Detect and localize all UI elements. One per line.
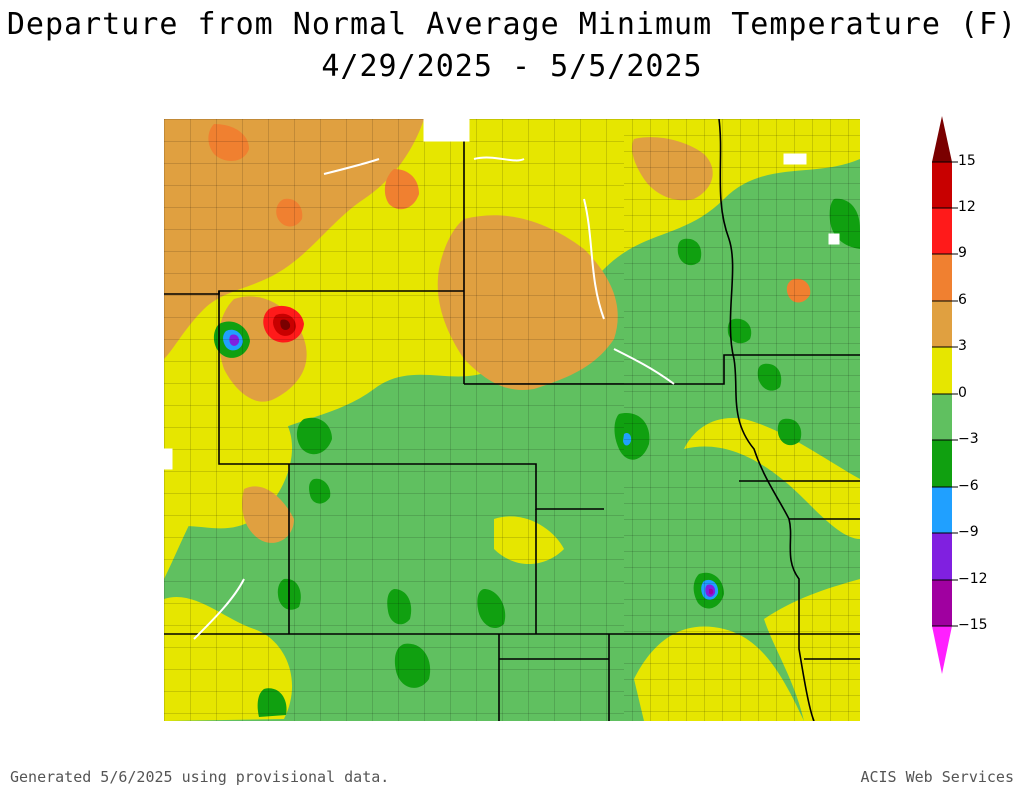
water-features [164,119,840,640]
county-grid-east [624,119,860,721]
legend-label-neg9: −9 [958,524,979,540]
map-title: Departure from Normal Average Minimum Te… [0,4,1024,88]
legend-label-12: 12 [958,199,976,215]
generated-note: Generated 5/6/2025 using provisional dat… [10,768,390,786]
source-credit: ACIS Web Services [860,768,1014,786]
legend-label-9: 9 [958,245,967,261]
legend-label-15: 15 [958,153,976,169]
legend-label-neg12: −12 [958,571,988,587]
title-line-1: Departure from Normal Average Minimum Te… [6,7,1018,42]
temperature-departure-map [164,119,860,721]
legend-label-neg3: −3 [958,431,979,447]
color-legend [928,116,1018,676]
legend-label-neg6: −6 [958,478,979,494]
legend-bar [932,116,958,674]
county-grid-west [164,119,624,721]
legend-label-3: 3 [958,338,967,354]
map-canvas [164,119,860,721]
legend-label-neg15: −15 [958,617,988,633]
legend-label-0: 0 [958,385,967,401]
state-boundaries [164,119,860,721]
legend-label-6: 6 [958,292,967,308]
title-line-2: 4/29/2025 - 5/5/2025 [321,49,703,84]
